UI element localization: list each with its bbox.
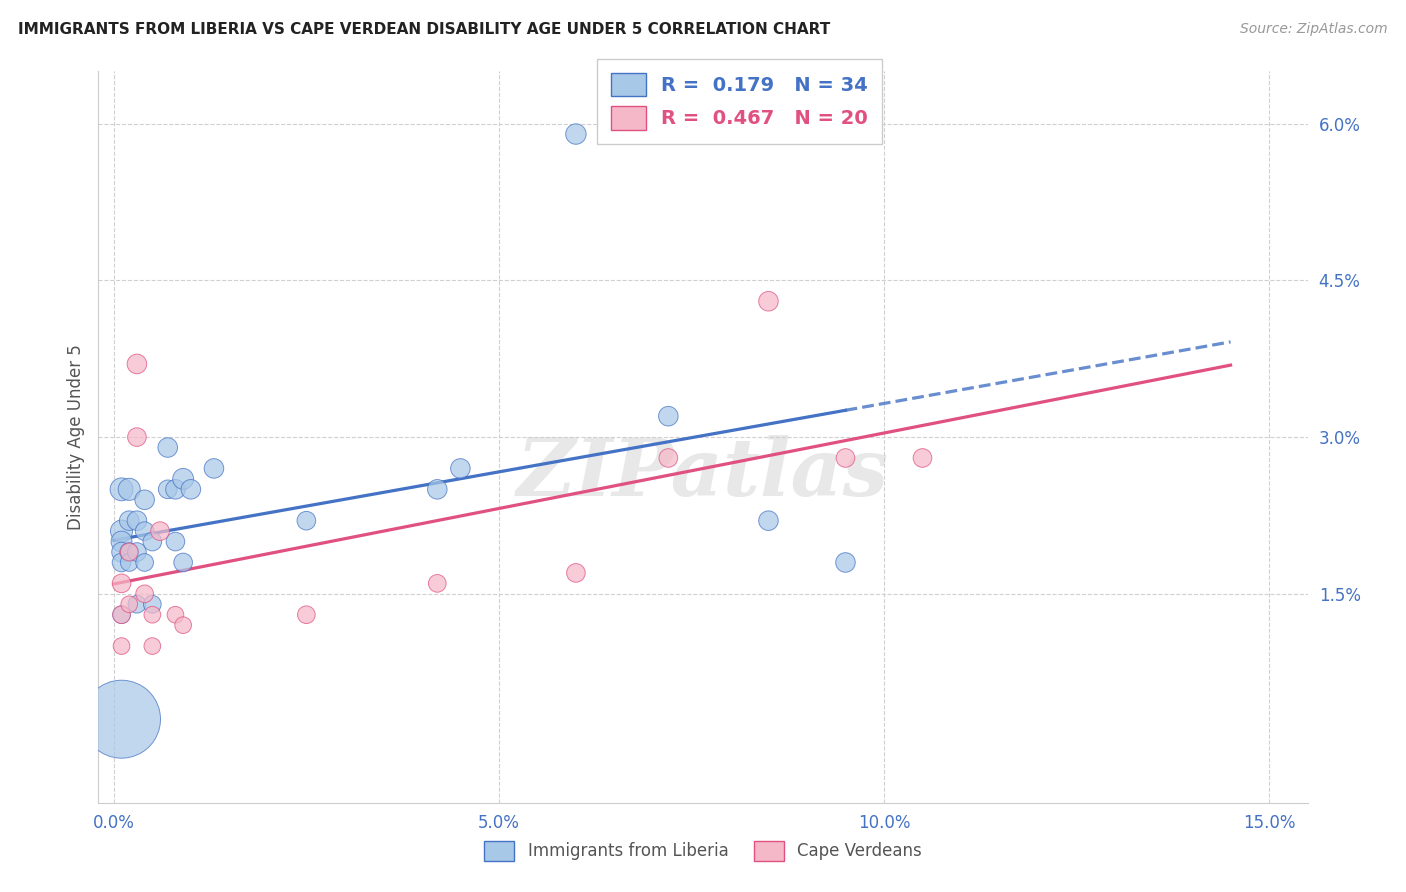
Point (110, 639, 132, 653)
Point (141, 607, 163, 622)
Y-axis label: Disability Age Under 5: Disability Age Under 5 (66, 344, 84, 530)
Point (165, 534, 187, 549)
Point (110, 545, 132, 559)
Point (141, 639, 163, 653)
Point (118, 514, 141, 528)
Point (202, 461, 225, 475)
Point (134, 587, 156, 601)
Point (118, 483, 141, 497)
Point (134, 556, 156, 570)
Point (911, 450, 934, 465)
Point (295, 514, 318, 528)
Point (565, 566, 588, 580)
Point (141, 534, 163, 549)
Point (657, 450, 679, 465)
Text: Source: ZipAtlas.com: Source: ZipAtlas.com (1240, 22, 1388, 37)
Point (110, 524, 132, 538)
Point (118, 545, 141, 559)
Point (657, 409, 679, 424)
Point (110, 556, 132, 570)
Point (125, 357, 148, 371)
Point (125, 514, 148, 528)
Point (165, 607, 187, 622)
Point (110, 607, 132, 622)
Point (758, 514, 780, 528)
Point (110, 483, 132, 497)
Point (172, 618, 194, 632)
Point (834, 556, 856, 570)
Point (110, 607, 132, 622)
Point (110, 712, 132, 726)
Point (110, 576, 132, 591)
Point (565, 127, 588, 141)
Point (118, 556, 141, 570)
Point (426, 576, 449, 591)
Point (165, 483, 187, 497)
Point (156, 483, 179, 497)
Point (125, 597, 148, 611)
Point (758, 294, 780, 309)
Point (134, 524, 156, 538)
Point (110, 534, 132, 549)
Point (118, 545, 141, 559)
Point (426, 483, 449, 497)
Point (134, 492, 156, 507)
Point (449, 461, 471, 475)
Point (295, 607, 318, 622)
Point (180, 483, 202, 497)
Point (125, 430, 148, 444)
Point (149, 524, 172, 538)
Text: IMMIGRANTS FROM LIBERIA VS CAPE VERDEAN DISABILITY AGE UNDER 5 CORRELATION CHART: IMMIGRANTS FROM LIBERIA VS CAPE VERDEAN … (18, 22, 831, 37)
Point (141, 597, 163, 611)
Legend: Immigrants from Liberia, Cape Verdeans: Immigrants from Liberia, Cape Verdeans (478, 834, 928, 868)
Point (125, 545, 148, 559)
Point (172, 556, 194, 570)
Point (118, 597, 141, 611)
Point (834, 450, 856, 465)
Point (156, 441, 179, 455)
Point (172, 472, 194, 486)
Text: ZIPatlas: ZIPatlas (517, 435, 889, 512)
